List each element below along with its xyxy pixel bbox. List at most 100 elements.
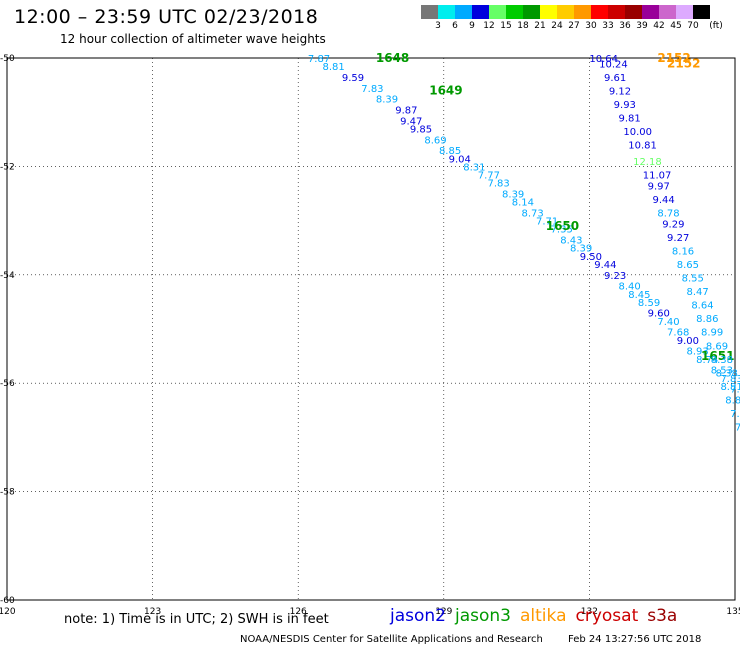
data-point-label: 9.23: [604, 271, 626, 282]
data-point-label: 8.88: [725, 395, 740, 406]
data-point-label: 7.92: [730, 409, 740, 420]
color-swatch: [574, 5, 591, 19]
color-legend-label: 70: [687, 21, 699, 31]
data-point-label: 7.83: [487, 179, 509, 190]
data-point-label: 8.39: [502, 190, 524, 201]
color-legend-label: 21: [534, 21, 546, 31]
footer-timestamp: Feb 24 13:27:56 UTC 2018: [568, 634, 702, 645]
satellite-legend-altika: altika: [520, 606, 567, 626]
color-swatch: [472, 5, 489, 19]
data-point-label: 7.83: [720, 374, 740, 385]
color-swatch: [523, 5, 540, 19]
color-legend-label: 42: [653, 21, 665, 31]
data-point-label: 8.40: [619, 282, 641, 293]
data-point-label: 9.61: [604, 73, 626, 84]
data-point-label: 8.69: [706, 341, 728, 352]
color-swatch: [489, 5, 506, 19]
data-point-label: 8.14: [512, 198, 534, 209]
plot-frame: [6, 57, 736, 601]
data-point-label: 8.55: [682, 274, 704, 285]
data-point-label: 11.07: [643, 171, 672, 182]
data-point-label: 7.77: [478, 171, 500, 182]
pass-number-label: 1649: [429, 84, 462, 98]
color-swatch: [676, 5, 693, 19]
data-point-label: 9.29: [662, 219, 684, 230]
data-point-label: 8.39: [570, 244, 592, 255]
data-point-label: 9.85: [410, 124, 432, 135]
data-point-label: 8.47: [686, 287, 708, 298]
color-legend-label: 24: [551, 21, 563, 31]
satellite-legend: jason2 jason3 altika cryosat s3a: [390, 606, 686, 626]
data-point-label: 7.87: [308, 54, 330, 65]
color-swatch: [591, 5, 608, 19]
data-point-label: 8.59: [638, 298, 660, 309]
color-legend-label: 3: [435, 21, 441, 31]
data-point-label: 7.86: [735, 423, 740, 434]
pass-number-label: 1651: [701, 349, 734, 363]
color-legend-label: 15: [500, 21, 512, 31]
data-point-label: 7.35: [551, 225, 573, 236]
color-legend-label: 12: [483, 21, 495, 31]
color-legend-label: 6: [452, 21, 458, 31]
data-point-label: 10.24: [599, 59, 628, 70]
color-swatch: [421, 5, 438, 19]
color-swatch: [693, 5, 710, 19]
color-swatch: [540, 5, 557, 19]
color-legend-label: 30: [585, 21, 597, 31]
y-tick-label: -54: [0, 271, 15, 281]
color-swatch: [455, 5, 472, 19]
y-tick-label: -58: [0, 488, 15, 498]
data-point-label: 8.45: [628, 290, 650, 301]
data-point-label: 8.64: [691, 301, 713, 312]
satellite-legend-jason2: jason2: [390, 606, 446, 626]
data-point-label: 12.18: [633, 157, 662, 168]
pass-number-label: 2152: [657, 51, 690, 65]
color-swatch: [438, 5, 455, 19]
color-swatch: [659, 5, 676, 19]
data-point-label: 9.47: [400, 116, 422, 127]
pass-number-label: 1650: [546, 219, 579, 233]
pass-number-label: 1648: [376, 51, 409, 65]
data-point-label: 9.60: [648, 309, 670, 320]
color-swatch: [506, 5, 523, 19]
y-tick-label: -60: [0, 596, 15, 606]
color-legend: [421, 5, 710, 19]
data-point-label: 7.94: [730, 385, 740, 396]
color-legend-label: 39: [636, 21, 648, 31]
data-point-label: 8.65: [677, 260, 699, 271]
data-point-label: 9.93: [614, 100, 636, 111]
data-point-label: 8.38: [716, 368, 738, 379]
chart-title: 12:00 – 23:59 UTC 02/23/2018: [14, 6, 319, 28]
color-legend-label: 9: [469, 21, 475, 31]
data-point-label: 8.81: [720, 382, 740, 393]
data-point-label: 9.04: [449, 154, 471, 165]
data-point-label: 7.40: [657, 317, 679, 328]
note-text: note: 1) Time is in UTC; 2) SWH is in fe…: [64, 612, 329, 627]
x-tick-label: 120: [0, 607, 16, 617]
data-point-label: 8.78: [657, 208, 679, 219]
data-point-label: 9.87: [395, 105, 417, 116]
data-point-label: 8.85: [439, 146, 461, 157]
color-legend-label: (ft): [709, 21, 723, 31]
satellite-legend-s3a: s3a: [647, 606, 678, 626]
x-tick-label: 129: [435, 607, 452, 617]
color-swatch: [557, 5, 574, 19]
satellite-legend-cryosat: cryosat: [575, 606, 639, 626]
data-point-label: 7.83: [361, 84, 383, 95]
x-tick-label: 123: [144, 607, 161, 617]
y-tick-label: -50: [0, 54, 15, 64]
data-point-label: 8.38: [711, 355, 733, 366]
data-point-label: 10.00: [623, 127, 652, 138]
data-point-label: 8.16: [672, 246, 694, 257]
data-point-label: 9.27: [667, 233, 689, 244]
x-tick-label: 135: [726, 607, 740, 617]
footer-center: NOAA/NESDIS Center for Satellite Applica…: [240, 634, 543, 645]
data-point-label: 8.69: [424, 135, 446, 146]
x-tick-label: 126: [290, 607, 307, 617]
satellite-legend-jason3: jason3: [455, 606, 511, 626]
color-swatch: [608, 5, 625, 19]
color-swatch: [625, 5, 642, 19]
data-point-label: 10.64: [589, 54, 618, 65]
data-point-label: 9.00: [677, 336, 699, 347]
